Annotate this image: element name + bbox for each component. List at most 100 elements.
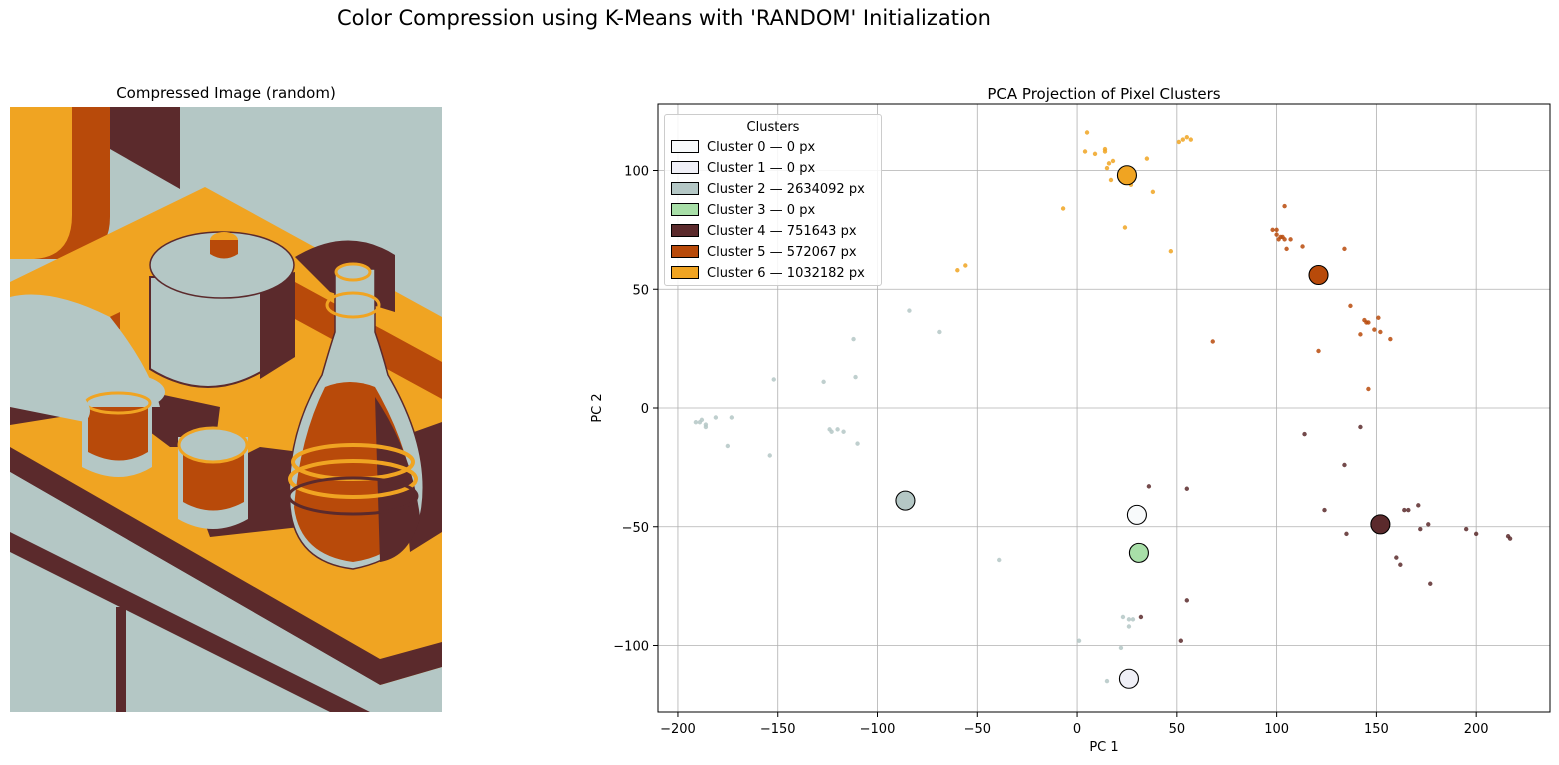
cluster-5-point [1366,386,1371,392]
x-axis-ticks: −200 −150 −100 −50 0 50 100 150 200 [660,712,1489,737]
figure-title: Color Compression using K-Means with 'RA… [337,6,991,30]
cluster-2-point [851,336,856,342]
chart-gridlines [658,104,1550,712]
cluster-2-point [855,441,860,446]
legend-title: Clusters [746,120,800,135]
cluster-6-point [1082,149,1088,154]
cluster-4-point [1507,536,1513,541]
cluster-6-point [1144,156,1150,161]
x-tick-label: −100 [860,722,896,737]
cluster-6-point [1084,130,1090,135]
cluster-2-point [997,557,1002,563]
cluster-4-point [1394,555,1399,560]
cluster-6-point [1184,135,1190,140]
legend-label: Cluster 5 — 572067 px [707,245,857,260]
centroid-cluster-0 [1126,504,1147,525]
centroid-cluster-3 [1128,542,1149,563]
cluster-2-point [841,429,846,434]
cluster-5-point [1388,336,1393,342]
chart-legend: Clusters Cluster 0 — 0 px Cluster 1 — 0 p… [664,114,882,286]
legend-swatch [671,224,699,237]
cluster-4-point [1184,486,1190,491]
centroid-cluster-5 [1308,264,1329,286]
x-tick-label: −50 [964,722,991,737]
cluster-2-point [693,420,699,425]
cluster-5-point [1342,246,1347,252]
cluster-5-point [1300,244,1305,249]
cluster-2-point [1076,638,1082,643]
legend-swatch [671,245,699,258]
x-tick-label: 50 [1169,722,1186,737]
cluster-6-point [1180,137,1186,142]
cluster-5-point [1210,339,1215,344]
legend-item-cluster-0: Cluster 0 — 0 px [671,139,815,157]
cluster-4-point [1416,503,1421,508]
y-tick-label: −50 [622,521,649,536]
image-panel-title: Compressed Image (random) [116,84,336,102]
legend-item-cluster-3: Cluster 3 — 0 px [671,202,815,220]
y-axis-ticks: −100 −50 0 50 100 [613,165,658,655]
chart-title: PCA Projection of Pixel Clusters [987,85,1220,103]
legend-swatch [671,140,699,153]
y-tick-label: −100 [613,640,649,655]
legend-label: Cluster 3 — 0 px [707,203,816,218]
cluster-6-point [1168,249,1174,254]
cluster-5-point [1372,327,1377,332]
cluster-5-point [1358,332,1363,337]
cluster-6-point [963,263,968,268]
cluster-6-point [1188,137,1194,142]
legend-label: Cluster 1 — 0 px [707,161,816,176]
centroid-cluster-1 [1118,668,1139,689]
x-tick-label: 100 [1264,722,1289,737]
cluster-4-point [1302,431,1307,437]
cluster-5-point [1270,227,1275,233]
cluster-5-point [1348,303,1353,309]
cluster-4-point [1358,424,1363,430]
cluster-2-point [1126,617,1132,622]
legend-item-cluster-1: Cluster 1 — 0 px [671,160,815,178]
cluster-5-point [1288,237,1293,242]
legend-item-cluster-2: Cluster 2 — 2634092 px [671,181,865,199]
cluster-4-point [1418,526,1423,532]
cluster-2-point [771,377,776,382]
x-tick-label: 200 [1464,722,1489,737]
cluster-6-point [1060,206,1066,211]
cluster-6-point [1092,151,1098,157]
cluster-4-point [1138,614,1144,620]
y-tick-label: 100 [624,165,649,180]
cluster-2-point [767,453,772,458]
x-tick-label: −150 [760,722,796,737]
cluster-6-point [1122,225,1128,230]
centroid-cluster-6 [1116,165,1137,186]
cluster-4-point [1428,581,1433,586]
legend-swatch [671,182,699,195]
legend-label: Cluster 2 — 2634092 px [707,182,865,197]
cluster-6-point [1106,161,1112,166]
cluster-6-point [1108,177,1114,183]
cluster-4-point [1402,507,1407,513]
cluster-5-point [1284,246,1289,252]
cluster-5-point [1316,348,1321,354]
x-tick-label: 0 [1073,722,1081,737]
cluster-5-point [1282,203,1287,209]
cluster-4-point [1322,507,1327,513]
y-tick-label: 50 [632,283,649,298]
cluster-4-point [1344,531,1349,537]
cluster-2-point [725,443,731,449]
cluster-4-point [1184,598,1190,603]
cluster-2-point [713,415,719,420]
y-tick-label: 0 [641,402,649,417]
cluster-2-point [937,329,942,335]
cluster-2-point [1118,645,1124,651]
x-tick-label: 150 [1364,722,1389,737]
cluster-5-point [1282,237,1287,242]
cluster-6-point [1176,139,1182,145]
cluster-5-point [1376,315,1381,320]
x-tick-label: −200 [660,722,696,737]
legend-swatch [671,266,699,279]
cluster-4-point [1463,526,1469,532]
legend-swatch [671,161,699,174]
legend-label: Cluster 0 — 0 px [707,140,816,155]
x-axis-label: PC 1 [1089,740,1118,755]
cluster-4-point [1342,462,1347,468]
